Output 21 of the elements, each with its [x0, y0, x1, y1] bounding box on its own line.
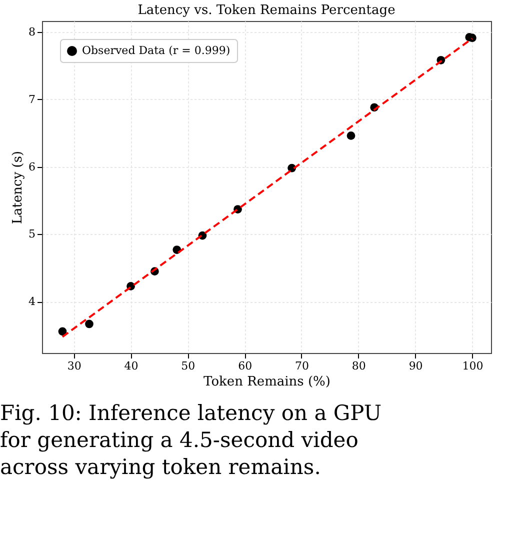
x-axis-title: Token Remains (%)	[204, 374, 330, 390]
y-tick-label: 8	[28, 25, 36, 38]
legend-label: Observed Data (r = 0.999)	[82, 44, 230, 57]
x-tick-label: 30	[67, 360, 82, 372]
chart-title: Latency vs. Token Remains Percentage	[138, 3, 396, 18]
x-tick-label: 60	[238, 360, 252, 372]
y-tick-label: 6	[28, 160, 36, 174]
x-tick-label: 100	[462, 360, 484, 372]
x-tick-label: 90	[408, 360, 423, 372]
y-axis-title: Latency (s)	[10, 150, 26, 224]
y-tick-label: 5	[28, 228, 36, 241]
x-tick-label: 80	[352, 360, 366, 372]
y-tick-label: 4	[28, 295, 36, 308]
point	[346, 132, 356, 140]
x-tick-label: 50	[181, 360, 196, 372]
point	[58, 327, 67, 336]
y-tick-label: 7	[28, 92, 36, 106]
caption: Fig. 10: Inference latency on a GPU for generating a 4.5-second video across varying token remains.	[0, 401, 382, 479]
x-tick-label: 70	[295, 360, 309, 372]
x-tick-label: 40	[124, 360, 138, 372]
point	[85, 320, 94, 328]
